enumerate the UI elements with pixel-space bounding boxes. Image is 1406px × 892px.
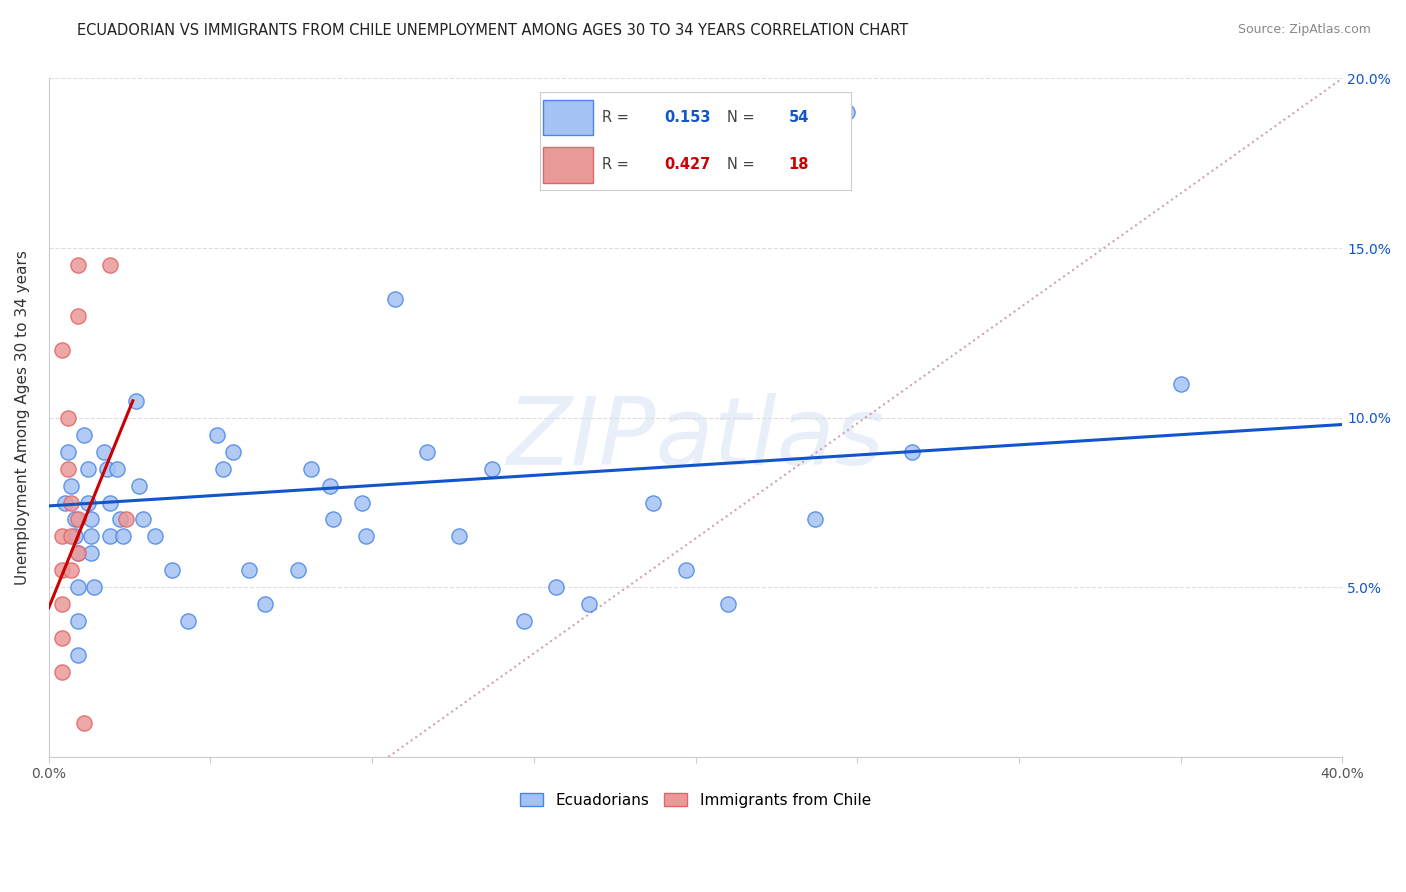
Point xyxy=(131,512,153,526)
Point xyxy=(60,563,83,577)
Point xyxy=(481,461,503,475)
Point xyxy=(449,529,471,543)
Point xyxy=(56,444,79,458)
Point xyxy=(66,512,89,526)
Point xyxy=(93,444,115,458)
Point xyxy=(56,461,79,475)
Point xyxy=(416,444,439,458)
Point xyxy=(66,546,89,560)
Point xyxy=(76,461,98,475)
Point xyxy=(145,529,167,543)
Point xyxy=(125,393,148,408)
Point xyxy=(63,512,86,526)
Point xyxy=(299,461,322,475)
Point xyxy=(352,495,374,509)
Point xyxy=(83,580,105,594)
Point xyxy=(76,495,98,509)
Point xyxy=(98,529,121,543)
Text: ZIPatlas: ZIPatlas xyxy=(506,392,884,483)
Point xyxy=(98,495,121,509)
Point xyxy=(643,495,665,509)
Point xyxy=(578,597,600,611)
Point xyxy=(66,614,89,628)
Point xyxy=(51,665,73,680)
Point xyxy=(1170,376,1192,391)
Point xyxy=(73,427,96,442)
Point xyxy=(66,309,89,323)
Legend: Ecuadorians, Immigrants from Chile: Ecuadorians, Immigrants from Chile xyxy=(515,787,877,814)
Point xyxy=(60,529,83,543)
Point xyxy=(128,478,150,492)
Point xyxy=(901,444,924,458)
Point xyxy=(384,292,406,306)
Point xyxy=(319,478,342,492)
Point xyxy=(513,614,536,628)
Text: Source: ZipAtlas.com: Source: ZipAtlas.com xyxy=(1237,23,1371,37)
Point xyxy=(837,105,859,120)
Point xyxy=(354,529,377,543)
Point xyxy=(80,512,103,526)
Point xyxy=(717,597,740,611)
Point xyxy=(98,258,121,272)
Point xyxy=(63,529,86,543)
Point xyxy=(287,563,309,577)
Point xyxy=(212,461,235,475)
Point xyxy=(238,563,260,577)
Point xyxy=(115,512,138,526)
Point xyxy=(51,529,73,543)
Point xyxy=(66,648,89,663)
Point xyxy=(322,512,344,526)
Point xyxy=(205,427,228,442)
Point xyxy=(96,461,118,475)
Point xyxy=(66,546,89,560)
Point xyxy=(51,343,73,357)
Point xyxy=(51,563,73,577)
Point xyxy=(222,444,245,458)
Point xyxy=(112,529,135,543)
Point xyxy=(51,631,73,645)
Point xyxy=(177,614,200,628)
Point xyxy=(60,495,83,509)
Point xyxy=(160,563,183,577)
Point xyxy=(804,512,827,526)
Point xyxy=(546,580,568,594)
Point xyxy=(80,546,103,560)
Point xyxy=(60,478,83,492)
Point xyxy=(105,461,128,475)
Y-axis label: Unemployment Among Ages 30 to 34 years: Unemployment Among Ages 30 to 34 years xyxy=(15,251,30,585)
Point xyxy=(254,597,277,611)
Point xyxy=(56,410,79,425)
Text: ECUADORIAN VS IMMIGRANTS FROM CHILE UNEMPLOYMENT AMONG AGES 30 TO 34 YEARS CORRE: ECUADORIAN VS IMMIGRANTS FROM CHILE UNEM… xyxy=(77,23,908,38)
Point xyxy=(80,529,103,543)
Point xyxy=(108,512,131,526)
Point xyxy=(66,258,89,272)
Point xyxy=(675,563,697,577)
Point xyxy=(66,580,89,594)
Point xyxy=(73,716,96,731)
Point xyxy=(53,495,76,509)
Point xyxy=(51,597,73,611)
